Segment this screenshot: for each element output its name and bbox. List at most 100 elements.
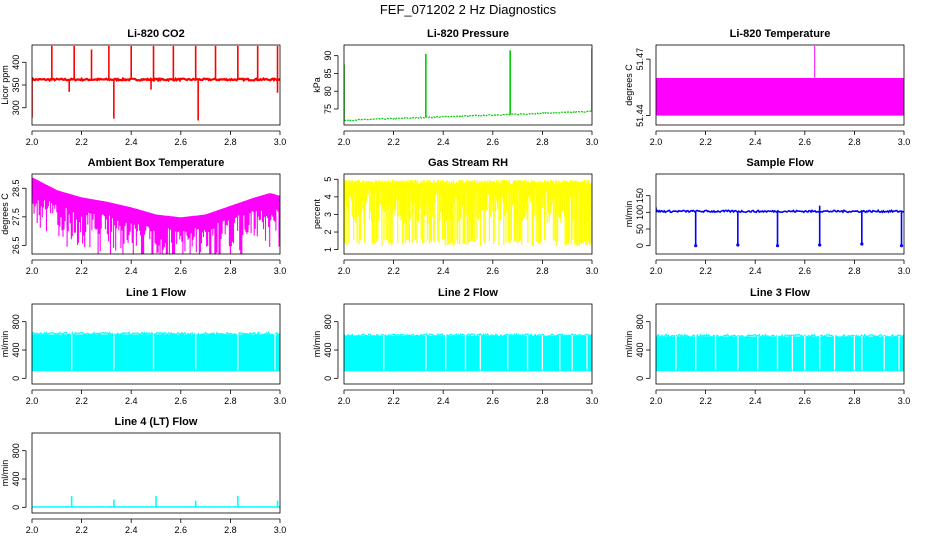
y-axis-label: ml/min [624,331,634,358]
flow-band [32,334,280,372]
y-tick-label: 400 [635,343,645,358]
x-tick-label: 3.0 [586,266,599,276]
x-tick-label: 2.2 [75,266,88,276]
y-tick-label: 5 [323,177,333,182]
plot-frame [31,432,281,514]
spike-point [818,243,822,247]
x-tick-label: 2.0 [650,266,663,276]
plot-frame [343,303,593,385]
y-axis-label: Licor ppm [0,65,10,105]
page-title: FEF_071202 2 Hz Diagnostics [380,2,557,17]
x-tick-label: 2.6 [175,266,188,276]
x-tick-label: 3.0 [586,396,599,406]
x-tick-label: 2.6 [487,396,500,406]
y-tick-label: 90 [323,51,333,61]
x-tick-label: 2.2 [699,266,712,276]
y-tick-label: 400 [11,343,21,358]
series-ambient_temp [32,177,280,254]
series-co2 [32,45,280,121]
flow-band [656,336,904,372]
chart-title: Line 3 Flow [750,287,810,299]
x-tick-label: 2.0 [26,396,39,406]
x-tick-label: 2.4 [437,396,450,406]
series-rh [344,179,592,247]
y-tick-label: 26.5 [11,237,21,255]
plot-frame [655,44,905,126]
y-tick-label: 2 [323,230,333,235]
x-tick-label: 2.0 [26,525,39,535]
x-tick-label: 2.2 [75,525,88,535]
x-tick-label: 2.8 [536,396,549,406]
y-tick-label: 3 [323,212,333,217]
series-licor_temp [656,45,904,116]
y-axis-label: ml/min [624,201,634,228]
x-tick-label: 2.4 [125,137,138,147]
chart-co2: Li-820 CO2 Licor ppm 2.0 2.2 2.4 2.6 2.8 3.0 300… [0,28,286,147]
series-line3 [656,333,904,372]
y-tick-label: 800 [323,314,333,329]
flow-top-edge [656,333,904,340]
y-tick-label: 0 [11,505,21,510]
plot-frame [31,44,281,126]
spike-point [775,244,780,248]
x-tick-label: 2.0 [338,266,351,276]
y-tick-label: 80 [323,86,333,96]
y-axis-label: ml/min [0,331,10,358]
x-tick-label: 2.4 [437,137,450,147]
x-tick-label: 3.0 [898,396,911,406]
y-axis-label: kPa [312,77,322,93]
y-axis-label: ml/min [312,331,322,358]
y-axis-label: degrees C [0,193,10,235]
chart-line2: Line 2 Flow ml/min 2.0 2.2 2.4 2.6 2.8 3.0 0 400 8… [312,287,598,406]
x-tick-label: 3.0 [274,525,287,535]
chart-pressure: Li-820 Pressure kPa 2.0 2.2 2.4 2.6 2.8 3.0 75 80… [312,28,598,147]
x-tick-label: 2.4 [125,396,138,406]
y-tick-label: 51.47 [635,48,645,71]
chart-line4: Line 4 (LT) Flow ml/min 2.0 2.2 2.4 2.6 2.8 3.0… [0,416,286,535]
x-tick-label: 2.8 [848,266,861,276]
y-tick-label: 150 [635,188,645,203]
y-tick-label: 400 [11,55,21,70]
x-tick-label: 3.0 [274,396,287,406]
x-tick-label: 2.4 [749,396,762,406]
x-tick-label: 2.6 [175,137,188,147]
y-tick-label: 50 [635,224,645,234]
plot-frame [343,173,593,255]
y-tick-label: 100 [635,205,645,220]
x-tick-label: 3.0 [274,137,287,147]
x-tick-label: 2.2 [387,396,400,406]
chart-line1: Line 1 Flow ml/min 2.0 2.2 2.4 2.6 2.8 3.0 0 400 8… [0,287,286,406]
temperature-band [656,77,904,116]
chart-title: Gas Stream RH [428,157,508,169]
x-tick-label: 2.0 [650,396,663,406]
y-tick-label: 350 [11,77,21,92]
chart-title: Line 1 Flow [126,287,186,299]
flow-top-edge [32,331,280,337]
y-axis-label: percent [312,198,322,229]
x-tick-label: 2.0 [26,137,39,147]
x-tick-label: 2.8 [536,137,549,147]
x-tick-label: 3.0 [898,137,911,147]
y-tick-label: 800 [11,443,21,458]
chart-title: Ambient Box Temperature [88,157,225,169]
series-sample_flow [656,205,904,248]
flow-band [344,335,592,372]
x-tick-label: 2.8 [536,266,549,276]
x-tick-label: 2.0 [26,266,39,276]
x-tick-label: 2.6 [175,525,188,535]
series-line [32,177,280,221]
series-line [656,208,904,214]
x-tick-label: 2.6 [799,137,812,147]
x-tick-label: 2.6 [799,266,812,276]
x-tick-label: 2.4 [125,266,138,276]
chart-rh: Gas Stream RH percent 2.0 2.2 2.4 2.6 2.8 3.0 1 2… [312,157,598,276]
plot-frame [31,173,281,255]
x-tick-label: 2.2 [699,137,712,147]
y-tick-label: 75 [323,104,333,114]
flow-top-edge [344,332,592,339]
x-tick-label: 2.2 [75,396,88,406]
y-tick-label: 0 [635,376,645,381]
x-tick-label: 2.8 [848,396,861,406]
x-tick-label: 2.8 [224,266,237,276]
chart-title: Line 2 Flow [438,287,498,299]
